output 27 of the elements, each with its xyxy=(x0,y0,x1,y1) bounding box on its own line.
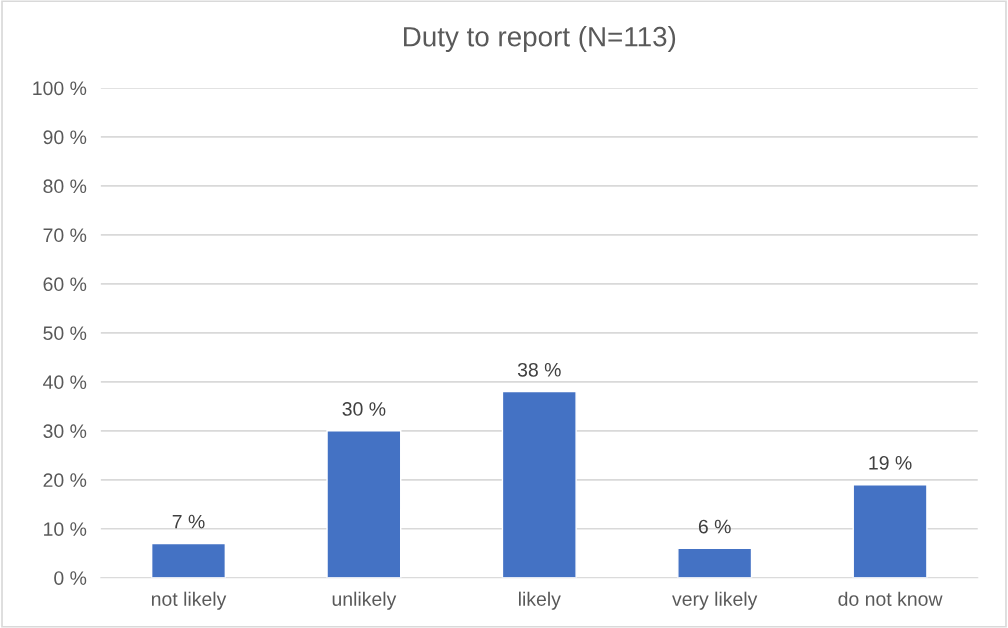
y-tick-label: 80 % xyxy=(43,179,87,194)
x-tick-label: not likely xyxy=(151,591,227,610)
chart-title: Duty to report (N=113) xyxy=(404,26,676,53)
data-label: 38 % xyxy=(517,362,561,377)
data-label: 30 % xyxy=(342,402,386,416)
y-tick-label: 10 % xyxy=(44,522,87,537)
y-tick-label: 50 % xyxy=(43,326,87,341)
data-label: 19 % xyxy=(869,455,912,470)
y-tick-label: 0 % xyxy=(54,571,87,585)
x-tick-label: unlikely xyxy=(332,591,397,610)
data-label: 7 % xyxy=(172,514,205,529)
bar xyxy=(852,483,928,578)
x-tick-label: very likely xyxy=(672,591,758,610)
y-tick-label: 100 % xyxy=(33,81,87,96)
bar xyxy=(150,542,227,578)
y-tick-label: 30 % xyxy=(43,424,87,439)
x-tick-label: do not know xyxy=(838,591,943,606)
y-tick-label: 60 % xyxy=(43,277,87,292)
y-tick-label: 70 % xyxy=(43,228,87,243)
bar xyxy=(501,390,577,578)
y-tick-label: 20 % xyxy=(43,473,87,488)
data-label: 6 % xyxy=(698,519,731,534)
bar xyxy=(326,430,402,578)
bar xyxy=(677,547,753,578)
x-tick-label: likely xyxy=(518,591,561,610)
y-tick-label: 40 % xyxy=(43,375,87,390)
y-tick-label: 90 % xyxy=(43,130,87,145)
